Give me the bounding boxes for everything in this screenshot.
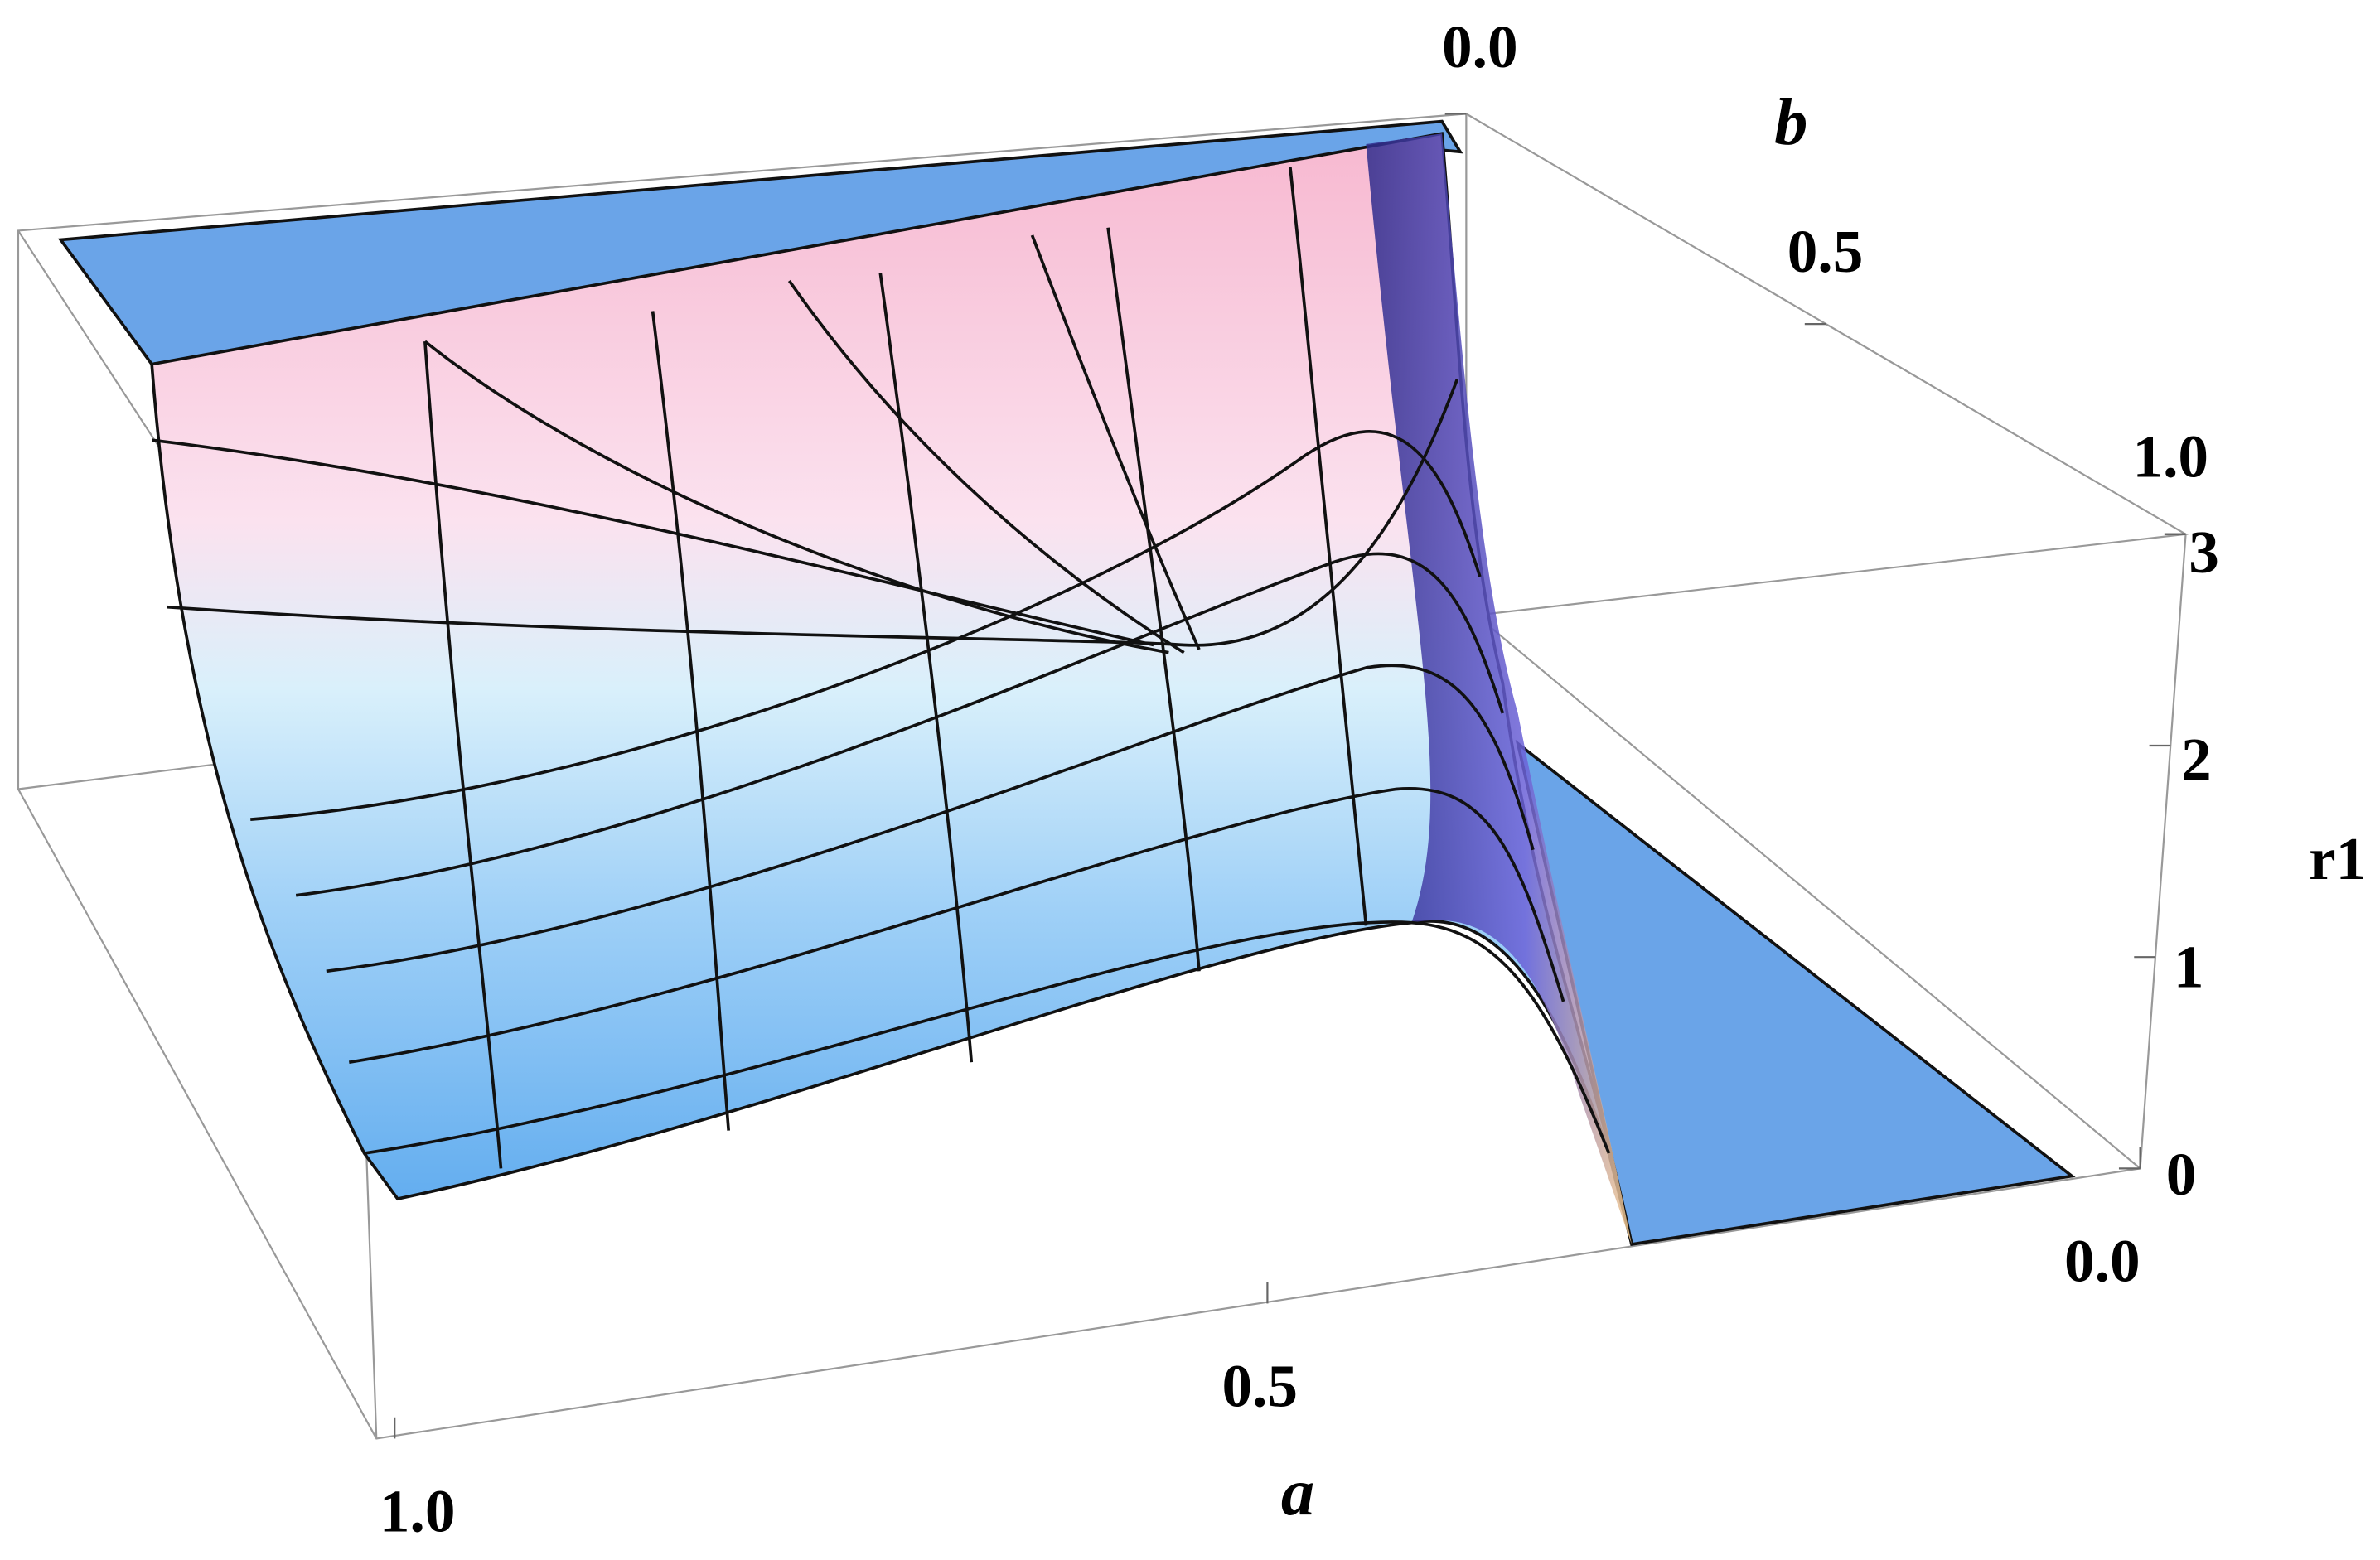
x-tick-label: 0.5 <box>1221 1352 1298 1419</box>
surface <box>57 119 2076 1247</box>
x-tick-label: 1.0 <box>380 1477 456 1544</box>
z-tick-label: 3 <box>2189 519 2219 586</box>
y-axis-label: b <box>1774 85 1807 159</box>
z-tick-label: 2 <box>2181 726 2212 793</box>
x-axis-label: a <box>1281 1456 1314 1529</box>
x-tick-label: 0.0 <box>2064 1227 2141 1294</box>
y-tick-label: 0.5 <box>1787 218 1864 285</box>
y-tick-label: 1.0 <box>2132 423 2208 490</box>
z-tick-label: 0 <box>2166 1141 2197 1208</box>
z-axis-label: r1 <box>2309 825 2366 892</box>
z-tick-label: 1 <box>2174 934 2204 1001</box>
y-tick-label: 0.0 <box>1442 13 1518 80</box>
